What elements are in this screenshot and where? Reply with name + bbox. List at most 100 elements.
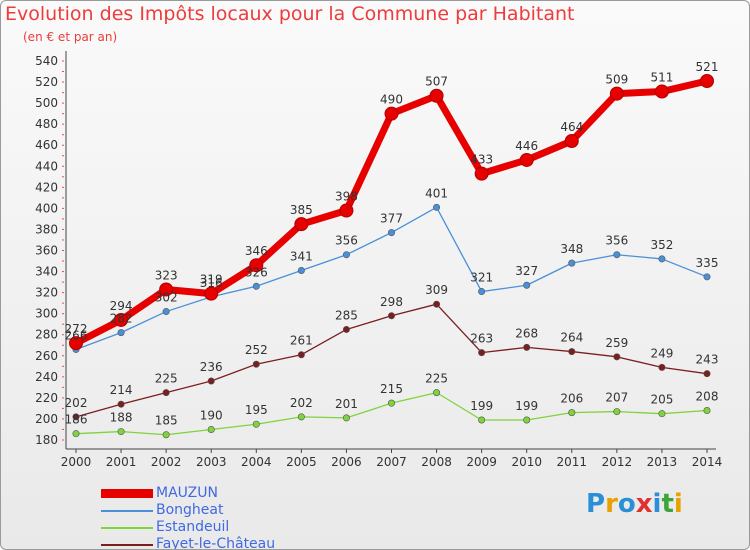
data-point xyxy=(613,353,621,361)
data-label: 259 xyxy=(605,336,628,350)
data-label: 326 xyxy=(245,265,268,279)
data-point xyxy=(297,267,305,275)
data-label: 356 xyxy=(605,234,628,248)
data-point xyxy=(207,425,215,433)
data-label: 398 xyxy=(335,189,358,203)
data-label: 208 xyxy=(696,390,719,404)
legend-swatch xyxy=(101,544,153,546)
data-label: 464 xyxy=(560,120,583,134)
logo-letter: r xyxy=(605,489,618,519)
data-label: 509 xyxy=(605,73,628,87)
data-label: 252 xyxy=(245,343,268,357)
data-point xyxy=(478,416,486,424)
data-point xyxy=(700,74,714,89)
data-point xyxy=(478,288,486,296)
data-point xyxy=(297,351,305,359)
data-point xyxy=(207,377,215,385)
legend-label: Bongheat xyxy=(156,502,224,518)
data-point xyxy=(252,420,260,428)
data-label: 490 xyxy=(380,93,403,107)
data-point xyxy=(117,428,125,436)
data-point xyxy=(252,360,260,368)
data-label: 195 xyxy=(245,403,268,417)
data-point xyxy=(429,88,444,103)
data-label: 268 xyxy=(515,326,538,340)
data-label: 401 xyxy=(425,186,448,200)
data-point xyxy=(519,152,534,167)
data-label: 285 xyxy=(335,308,358,322)
data-label: 188 xyxy=(110,411,133,425)
legend-swatch xyxy=(101,510,153,512)
data-label: 266 xyxy=(65,328,88,342)
data-label: 202 xyxy=(65,396,88,410)
data-point xyxy=(72,413,80,421)
data-label: 335 xyxy=(696,256,719,270)
x-tick-label: 2010 xyxy=(511,455,542,469)
y-tick-label: 180 xyxy=(35,433,58,447)
data-point xyxy=(613,408,621,416)
data-label: 327 xyxy=(515,264,538,278)
logo-letter: i xyxy=(673,489,683,519)
data-point xyxy=(703,370,711,378)
data-label: 215 xyxy=(380,382,403,396)
data-point xyxy=(523,281,531,289)
data-point xyxy=(249,258,264,273)
logo-letter: t xyxy=(661,489,674,519)
legend-label: Fayet-le-Château xyxy=(156,536,276,550)
data-point xyxy=(342,251,350,259)
data-label: 341 xyxy=(290,250,313,264)
data-point xyxy=(523,343,531,351)
data-point xyxy=(387,312,395,320)
data-point xyxy=(387,229,395,237)
data-point xyxy=(474,166,489,181)
data-point xyxy=(114,312,129,327)
logo-letter: o xyxy=(617,489,636,519)
data-point xyxy=(433,389,441,397)
y-tick-label: 480 xyxy=(35,117,58,131)
data-label: 261 xyxy=(290,334,313,348)
data-point xyxy=(342,325,350,333)
data-label: 249 xyxy=(650,346,673,360)
data-point xyxy=(568,348,576,356)
data-label: 521 xyxy=(696,60,719,74)
y-tick-label: 280 xyxy=(35,328,58,342)
x-tick-label: 2009 xyxy=(466,455,497,469)
data-point xyxy=(162,431,170,439)
data-label: 199 xyxy=(470,399,493,413)
y-tick-label: 460 xyxy=(35,138,58,152)
data-label: 190 xyxy=(200,408,223,422)
data-point xyxy=(159,282,174,297)
data-label: 321 xyxy=(470,271,493,285)
data-label: 272 xyxy=(65,322,88,336)
data-point xyxy=(523,416,531,424)
data-point xyxy=(568,259,576,267)
y-tick-label: 220 xyxy=(35,391,58,405)
data-label: 302 xyxy=(155,291,178,305)
data-label: 309 xyxy=(425,283,448,297)
data-point xyxy=(433,300,441,308)
x-tick-label: 2012 xyxy=(602,455,633,469)
legend-label: MAUZUN xyxy=(156,485,218,501)
data-label: 263 xyxy=(470,332,493,346)
data-point xyxy=(609,86,624,101)
data-point xyxy=(658,363,666,371)
y-tick-label: 200 xyxy=(35,412,58,426)
data-label: 356 xyxy=(335,234,358,248)
y-tick-label: 420 xyxy=(35,180,58,194)
y-tick-label: 260 xyxy=(35,349,58,363)
x-tick-label: 2007 xyxy=(376,455,407,469)
data-point xyxy=(69,336,83,351)
x-tick-label: 2001 xyxy=(106,455,137,469)
data-point xyxy=(658,410,666,418)
data-point xyxy=(339,203,354,218)
data-label: 352 xyxy=(650,238,673,252)
data-point xyxy=(162,308,170,316)
data-label: 225 xyxy=(425,372,448,386)
data-point xyxy=(294,217,309,232)
logo-letter: x xyxy=(635,489,653,519)
data-point xyxy=(204,286,219,301)
x-tick-label: 2002 xyxy=(151,455,182,469)
data-point xyxy=(297,413,305,421)
